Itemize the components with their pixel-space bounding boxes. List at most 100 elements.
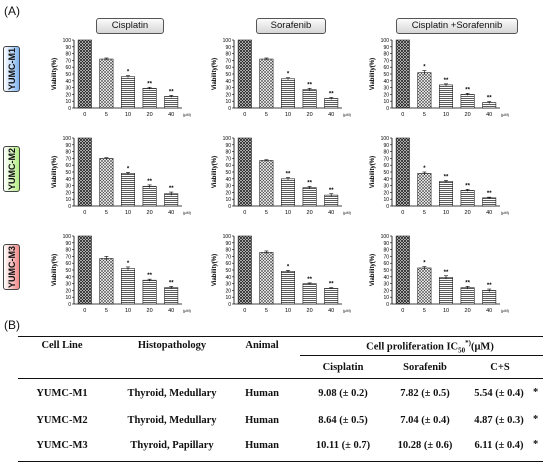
y-tick-label: 50	[383, 72, 389, 78]
x-tick-label: 5	[265, 308, 268, 314]
bar	[142, 87, 157, 109]
significance-marker: **	[444, 78, 449, 84]
y-tick-label: 50	[225, 170, 231, 176]
cell-ic50-sorafenib: 7.82 (± 0.5)	[400, 388, 450, 399]
bar	[417, 173, 432, 207]
y-tick-label: 10	[383, 197, 389, 203]
y-tick-label: 100	[63, 38, 72, 44]
x-tick-label: 10	[443, 210, 449, 216]
significance-marker: *	[423, 166, 426, 172]
y-tick-label: 10	[225, 197, 231, 203]
ic50-suffix: (μM)	[470, 341, 494, 353]
significance-marker: **	[307, 82, 312, 88]
y-tick-label: 90	[225, 241, 231, 247]
y-tick-label: 10	[383, 99, 389, 105]
x-tick-label: 20	[307, 210, 313, 216]
y-tick-label: 10	[65, 197, 71, 203]
subheader-cisplatin: Cisplatin	[322, 362, 364, 373]
bar	[164, 193, 179, 207]
y-tick-label: 50	[383, 170, 389, 176]
y-tick-label: 0	[228, 106, 231, 112]
y-tick-label: 80	[383, 52, 389, 58]
x-tick-label: 0	[83, 210, 86, 216]
y-tick-label: 60	[383, 163, 389, 169]
cell-animal: Human	[245, 415, 279, 426]
cell-ic50-cisplatin: 10.11 (± 0.7)	[315, 440, 371, 451]
table-top-rule	[18, 336, 543, 337]
cell-ic50-cs: 5.54 (± 0.4)	[474, 388, 524, 399]
y-tick-label: 50	[225, 72, 231, 78]
cell-histopathology: Thyroid, Medullary	[127, 415, 217, 426]
column-header-sorafenib: Sorafenib	[256, 18, 326, 34]
significance-marker: *	[423, 261, 426, 267]
x-tick-label: 40	[328, 210, 334, 216]
bar	[324, 288, 339, 305]
y-tick-label: 100	[223, 234, 232, 240]
ic50-prefix: Cell proliferation IC	[366, 341, 459, 353]
y-tick-label: 30	[225, 282, 231, 288]
y-axis-label: Viability(%)	[370, 58, 376, 90]
bar	[281, 271, 295, 305]
x-tick-label: 40	[328, 112, 334, 118]
y-axis-label: Viability(%)	[212, 156, 218, 188]
y-tick-label: 10	[65, 99, 71, 105]
y-tick-label: 50	[65, 72, 71, 78]
y-tick-label: 80	[383, 248, 389, 254]
x-tick-label: 10	[285, 308, 291, 314]
y-tick-label: 90	[225, 45, 231, 51]
x-tick-label: 5	[265, 112, 268, 118]
x-tick-label: 20	[147, 308, 153, 314]
bar	[281, 78, 295, 109]
x-tick-label: 40	[168, 308, 174, 314]
y-tick-label: 100	[381, 136, 390, 142]
y-tick-label: 30	[65, 86, 71, 92]
y-tick-label: 0	[68, 302, 71, 308]
unit-label: (μM)	[501, 309, 510, 313]
y-tick-label: 0	[68, 204, 71, 210]
y-tick-label: 30	[65, 184, 71, 190]
y-axis-label: Viability(%)	[212, 254, 218, 286]
row-label-yumc-m1: YUMC-M1	[3, 46, 20, 92]
x-tick-label: 5	[105, 308, 108, 314]
bar	[77, 235, 92, 305]
x-tick-label: 5	[423, 112, 426, 118]
significance-marker: **	[329, 282, 334, 288]
significance-marker: **	[487, 191, 492, 197]
x-tick-label: 40	[486, 112, 492, 118]
chart-yumc-m1-combination: 0102030405060708090100Viability(%)0*5**1…	[370, 38, 510, 118]
y-tick-label: 0	[228, 302, 231, 308]
bar	[259, 58, 274, 109]
cell-cell-line: YUMC-M2	[36, 415, 88, 426]
bar	[460, 94, 475, 109]
y-tick-label: 100	[223, 38, 232, 44]
y-tick-label: 20	[65, 288, 71, 294]
y-tick-label: 80	[225, 248, 231, 254]
significance-marker: **	[169, 280, 174, 286]
y-tick-label: 20	[65, 190, 71, 196]
y-tick-label: 0	[386, 204, 389, 210]
y-tick-label: 30	[225, 184, 231, 190]
x-tick-label: 5	[423, 308, 426, 314]
y-tick-label: 80	[383, 150, 389, 156]
bar	[439, 84, 453, 109]
x-tick-label: 5	[105, 210, 108, 216]
x-tick-label: 40	[168, 210, 174, 216]
unit-label: (μM)	[183, 113, 192, 117]
y-axis-label: Viability(%)	[370, 254, 376, 286]
y-tick-label: 40	[65, 79, 71, 85]
y-tick-label: 80	[65, 52, 71, 58]
x-tick-label: 10	[125, 112, 131, 118]
y-tick-label: 40	[225, 79, 231, 85]
significance-marker: **	[169, 89, 174, 95]
table-sub-rule	[300, 355, 543, 356]
y-tick-label: 70	[225, 156, 231, 162]
header-animal: Animal	[245, 340, 279, 351]
y-tick-label: 20	[225, 92, 231, 98]
significance-marker: **	[444, 270, 449, 276]
cell-ic50-cs: 4.87 (± 0.3)	[474, 415, 524, 426]
unit-label: (μM)	[343, 113, 352, 117]
significance-mark: *	[533, 387, 539, 398]
x-tick-label: 40	[486, 308, 492, 314]
